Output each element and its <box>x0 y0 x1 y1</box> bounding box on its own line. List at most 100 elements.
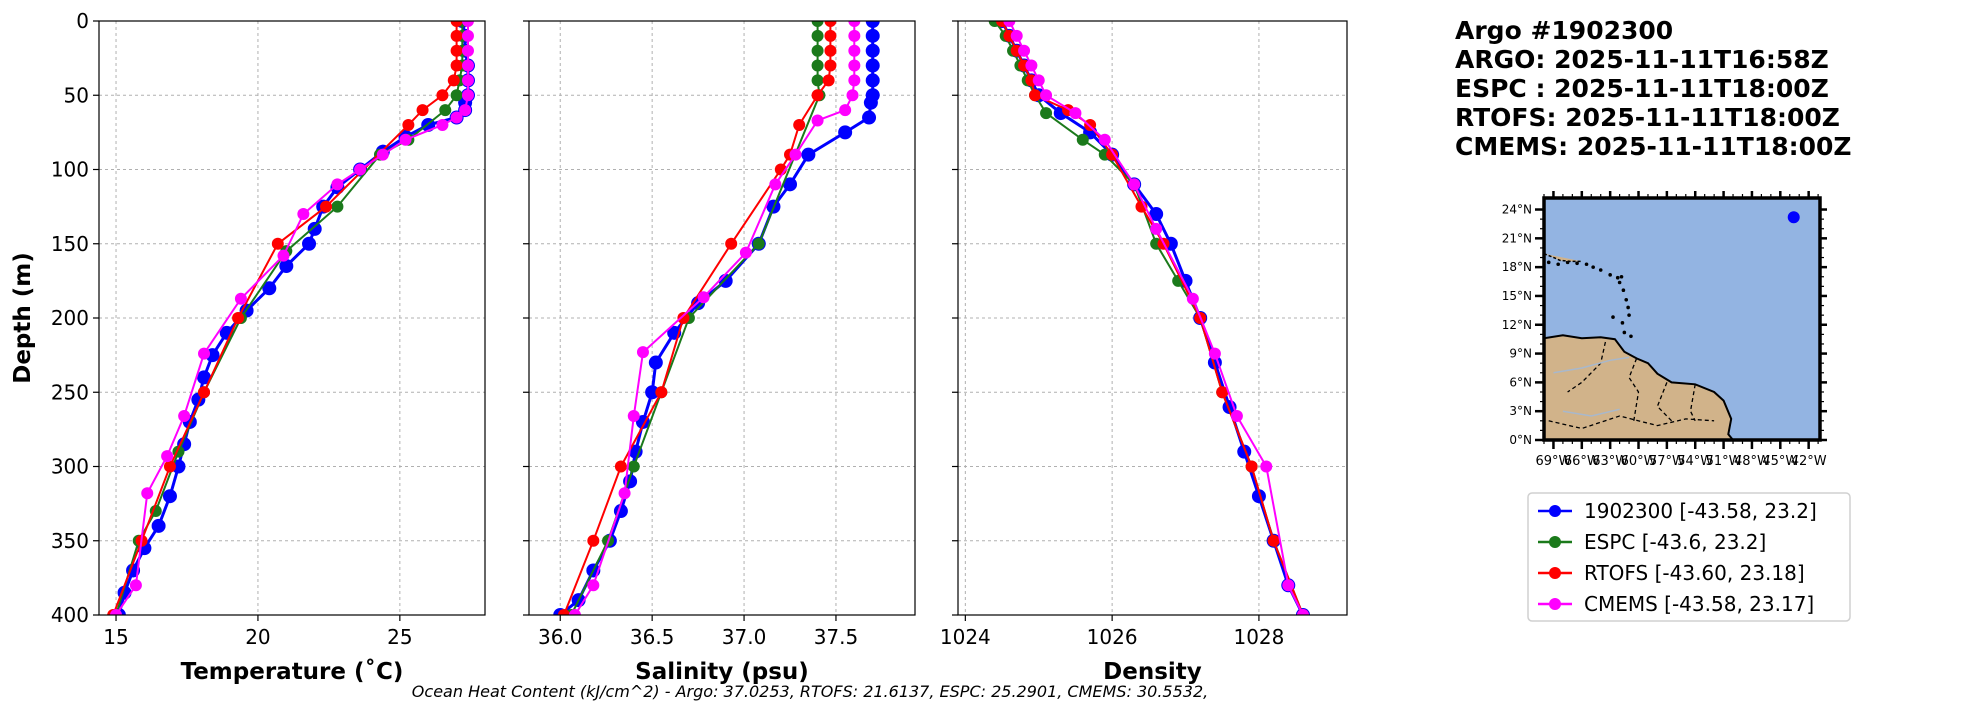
temperature-rtofs-point <box>416 104 429 117</box>
temperature-argo-point <box>151 518 166 533</box>
salinity-argo-point <box>718 273 733 288</box>
country-border <box>1656 382 1673 422</box>
salinity-rtofs-point <box>793 118 806 131</box>
salinity-argo-point <box>865 58 880 73</box>
temperature-espc-point <box>450 89 463 102</box>
inset-land <box>1544 253 1735 440</box>
x-tick-label: 36.0 <box>538 625 583 649</box>
density-cmems-point <box>1018 44 1031 57</box>
density-rtofs-point <box>1216 386 1229 399</box>
density-espc-point <box>1040 107 1053 120</box>
inset-lon-label: 54°W <box>1677 454 1713 469</box>
salinity-argo-point <box>862 110 877 125</box>
island <box>1584 262 1589 267</box>
salinity-cmems-point <box>618 487 631 500</box>
salinity-rtofs-point <box>677 312 690 324</box>
temperature-cmems-point <box>461 89 474 102</box>
y-tick-label: 400 <box>51 603 89 627</box>
temperature-cmems-point <box>234 292 247 305</box>
density-cmems-point <box>1098 133 1111 146</box>
density-cmems-point <box>1032 74 1045 87</box>
salinity-rtofs-point <box>587 534 600 547</box>
temperature-cmems-point <box>459 104 472 117</box>
inset-lon-label: 45°W <box>1762 454 1798 469</box>
country-border <box>1548 415 1715 430</box>
island <box>1575 261 1579 266</box>
salinity-cmems-point <box>848 21 861 27</box>
salinity-cmems-point <box>848 59 861 72</box>
temperature-cmems-point <box>178 410 191 423</box>
salinity-rtofs-point <box>811 89 824 102</box>
temperature-rtofs-point <box>271 237 284 250</box>
inset-lon-label: 66°W <box>1564 454 1600 469</box>
x-tick-label: 1024 <box>940 625 991 649</box>
temperature-cmems-point <box>297 208 310 221</box>
x-tick-label: 37.5 <box>814 625 859 649</box>
y-tick-label: 250 <box>51 380 89 404</box>
inset-lon-label: 57°W <box>1649 454 1685 469</box>
y-tick-label: 0 <box>76 9 89 33</box>
salinity-x-axis-label: Salinity (psu) <box>635 659 809 685</box>
legend: 1902300 [-43.58, 23.2] ESPC [-43.6, 23.2]… <box>1527 492 1851 622</box>
legend-argo-marker <box>1549 505 1561 517</box>
salinity-cmems-point <box>848 74 861 87</box>
temperature-rtofs-point <box>320 200 333 213</box>
temperature-panel: 0 50 100 150 200 250 300 350 400 15 20 25 Temperatur… <box>10 9 486 685</box>
inset-lat-label: 24°N <box>1502 203 1532 217</box>
salinity-espc-point <box>811 74 824 87</box>
salinity-rtofs-point <box>824 21 837 27</box>
density-cmems-point <box>1069 107 1082 120</box>
salinity-espc-point <box>752 237 765 250</box>
salinity-rtofs-point <box>822 74 835 87</box>
density-cmems-point <box>1025 59 1038 72</box>
salinity-cmems-point <box>587 579 600 592</box>
salinity-cmems-point <box>846 89 859 102</box>
legend-argo-label: 1902300 [-43.58, 23.2] <box>1584 499 1817 523</box>
temperature-rtofs-point <box>163 460 176 473</box>
temperature-grid <box>99 20 485 616</box>
inset-lon-label: 42°W <box>1791 454 1827 469</box>
temperature-rtofs-point <box>450 21 463 27</box>
y-tick-label: 150 <box>51 232 89 256</box>
title-espc-time: ESPC : 2025-11-11T18:00Z <box>1455 74 1829 103</box>
temperature-cmems-point <box>277 249 290 262</box>
salinity-rtofs-point <box>655 386 668 399</box>
temperature-cmems-point <box>461 44 474 57</box>
salinity-argo-point <box>863 95 878 110</box>
density-rtofs-point <box>1245 460 1258 473</box>
island <box>1626 305 1630 310</box>
y-tick-label: 350 <box>51 529 89 553</box>
salinity-cmems-point <box>811 114 824 127</box>
density-cmems-line <box>1008 21 1304 615</box>
salinity-argo-point <box>865 43 880 58</box>
density-cmems-point <box>1150 222 1163 235</box>
inset-lon-label: 60°W <box>1621 454 1657 469</box>
inset-lon-label: 51°W <box>1706 454 1742 469</box>
inset-lat-label: 18°N <box>1502 260 1532 274</box>
density-cmems-point <box>1128 178 1141 191</box>
salinity-rtofs-point <box>614 460 627 473</box>
y-tick-label: 200 <box>51 306 89 330</box>
y-tick-label: 100 <box>51 158 89 182</box>
temperature-rtofs-point <box>402 118 415 131</box>
puerto-rico-coast <box>1544 253 1582 263</box>
salinity-cmems-point <box>636 346 649 359</box>
island <box>1591 265 1595 269</box>
y-tick-label: 50 <box>64 83 89 107</box>
island <box>1627 313 1631 317</box>
salinity-espc-point <box>811 29 824 42</box>
salinity-espc-point <box>811 21 824 27</box>
legend-rtofs-marker <box>1549 567 1561 579</box>
density-rtofs-point <box>1029 89 1042 102</box>
salinity-rtofs-point <box>824 59 837 72</box>
x-tick-label: 1028 <box>1233 625 1284 649</box>
inset-lon-label: 48°W <box>1734 454 1770 469</box>
salinity-cmems-point <box>789 148 802 161</box>
inset-lon-label: 69°W <box>1535 454 1571 469</box>
temperature-cmems-point <box>129 579 142 592</box>
temperature-cmems-line <box>115 21 469 615</box>
density-grid <box>958 20 1347 616</box>
title-argo-id: Argo #1902300 <box>1455 16 1674 45</box>
temperature-cmems-point <box>161 450 174 463</box>
